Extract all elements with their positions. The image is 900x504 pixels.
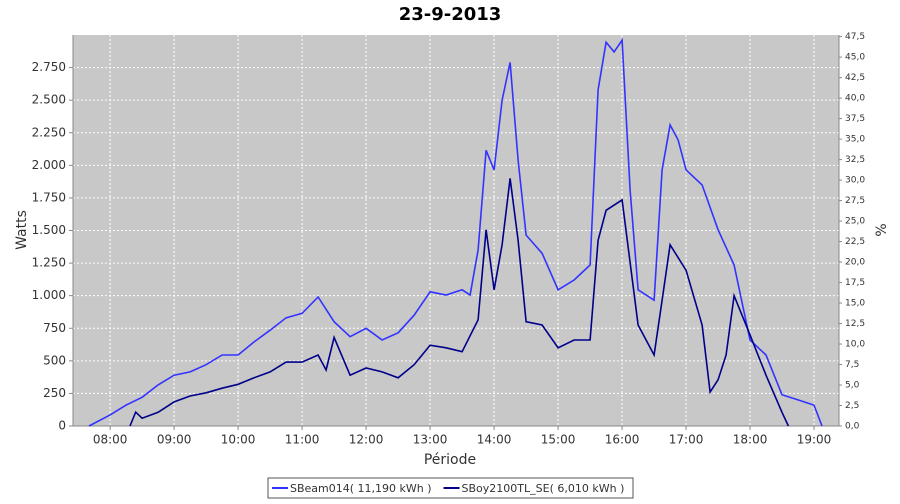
legend-label: SBeam014( 11,190 kWh ) [290, 482, 432, 495]
x-tick-label: 12:00 [349, 433, 384, 447]
y2-tick-label: 0,0 [845, 422, 860, 432]
y-tick-label: 1.750 [32, 190, 66, 204]
y-tick-label: 2.250 [32, 125, 66, 139]
y-tick-label: 2.750 [32, 60, 66, 74]
y-tick-label: 750 [43, 321, 66, 335]
y2-tick-label: 35,0 [845, 135, 865, 145]
y-tick-label: 1.000 [32, 288, 66, 302]
x-tick-label: 14:00 [477, 433, 512, 447]
y-tick-label: 1.250 [32, 256, 66, 270]
x-tick-label: 15:00 [541, 433, 576, 447]
y2-tick-label: 5,0 [845, 381, 860, 391]
y2-tick-label: 45,0 [845, 53, 865, 63]
y2-tick-label: 37,5 [845, 114, 865, 124]
x-tick-label: 11:00 [285, 433, 320, 447]
y2-tick-label: 20,0 [845, 258, 865, 268]
x-tick-label: 18:00 [733, 433, 768, 447]
y2-tick-label: 40,0 [845, 94, 865, 104]
x-tick-label: 17:00 [669, 433, 704, 447]
y-tick-label: 2.500 [32, 93, 66, 107]
x-tick-label: 08:00 [93, 433, 128, 447]
x-tick-label: 09:00 [157, 433, 192, 447]
y2-tick-label: 15,0 [845, 299, 865, 309]
line-series [88, 37, 823, 427]
chart-title: 23-9-2013 [399, 4, 502, 25]
y2-tick-label: 10,0 [845, 340, 865, 350]
y-tick-label: 250 [43, 386, 66, 400]
x-axis-title: Période [424, 452, 476, 468]
y2-axis-title: % [874, 223, 890, 236]
y2-tick-label: 32,5 [845, 155, 865, 165]
line-series [129, 178, 790, 427]
y2-tick-label: 25,0 [845, 217, 865, 227]
x-tick-label: 19:00 [797, 433, 832, 447]
x-tick-label: 10:00 [221, 433, 256, 447]
y2-tick-label: 7,5 [845, 360, 859, 370]
legend-label: SBoy2100TL_SE( 6,010 kWh ) [462, 482, 625, 495]
y2-tick-label: 27,5 [845, 196, 865, 206]
x-tick-label: 16:00 [605, 433, 640, 447]
y2-tick-label: 22,5 [845, 237, 865, 247]
plot-area [73, 35, 839, 426]
y-axis-title: Watts [14, 210, 30, 250]
x-tick-label: 13:00 [413, 433, 448, 447]
y-tick-label: 2.000 [32, 158, 66, 172]
y2-tick-label: 30,0 [845, 176, 865, 186]
y2-tick-label: 17,5 [845, 278, 865, 288]
y-tick-label: 500 [43, 353, 66, 367]
y2-tick-label: 2,5 [845, 401, 859, 411]
y2-tick-label: 12,5 [845, 319, 865, 329]
y-tick-label: 0 [58, 419, 66, 433]
y2-tick-label: 42,5 [845, 73, 865, 83]
y2-tick-label: 47,5 [845, 32, 865, 42]
y-tick-label: 1.500 [32, 223, 66, 237]
